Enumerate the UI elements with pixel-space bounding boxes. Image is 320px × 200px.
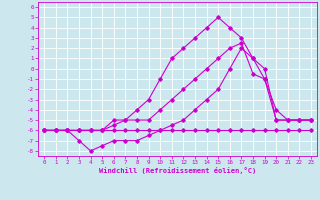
X-axis label: Windchill (Refroidissement éolien,°C): Windchill (Refroidissement éolien,°C) <box>99 167 256 174</box>
